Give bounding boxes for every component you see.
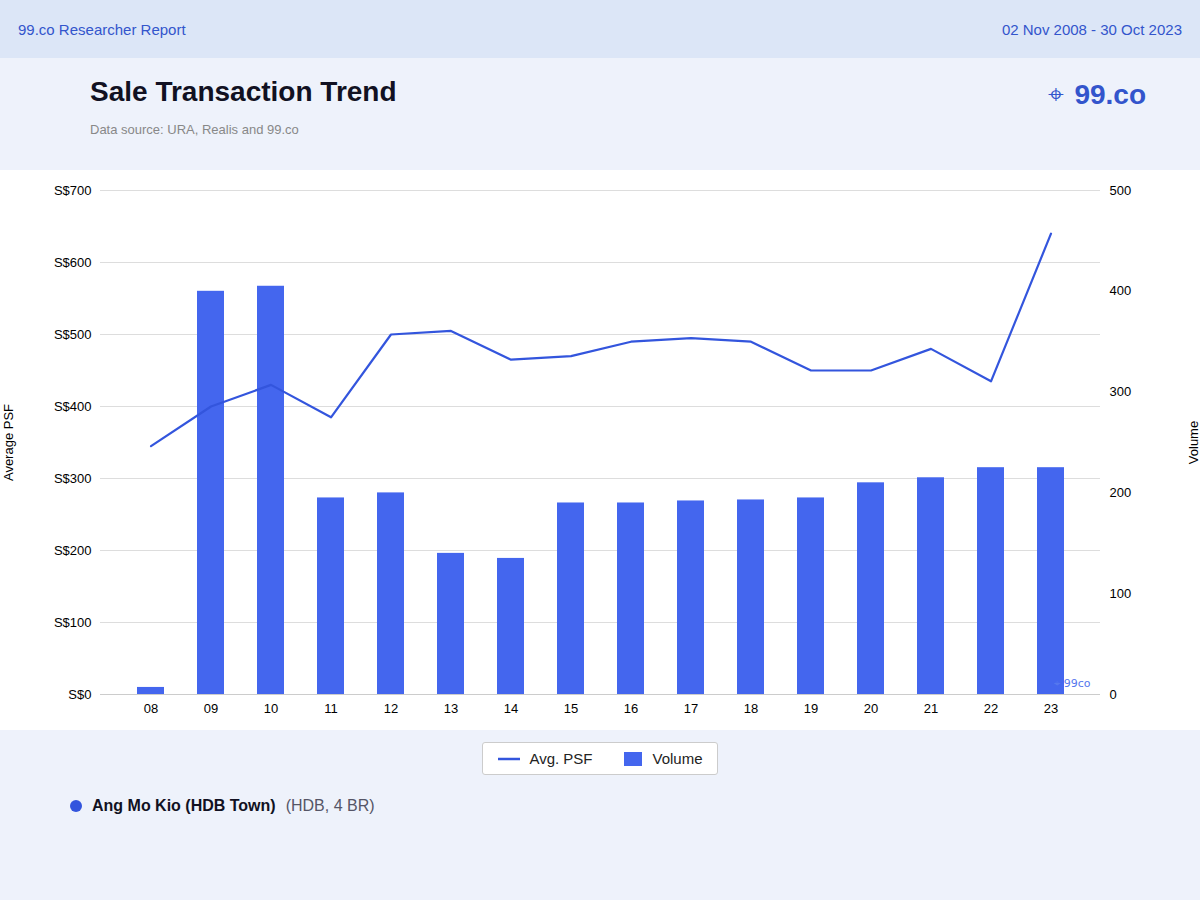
svg-text:Volume: Volume <box>1186 421 1200 464</box>
html-text:02 Nov 2008 - 30 Oct 2023: 02 Nov 2008 - 30 Oct 2023 <box>1001 20 1182 38</box>
svg-text:100: 100 <box>1110 586 1132 601</box>
html-text:Avg. PSF: Avg. PSF <box>529 750 593 767</box>
svg-text:14: 14 <box>504 701 518 716</box>
svg-text:S$0: S$0 <box>68 687 91 702</box>
svg-text:200: 200 <box>1110 485 1132 500</box>
svg-text:S$200: S$200 <box>54 543 92 558</box>
svg-text:S$500: S$500 <box>54 327 92 342</box>
svg-text:23: 23 <box>1044 701 1058 716</box>
svg-text:500: 500 <box>1110 183 1132 198</box>
svg-text:10: 10 <box>264 701 278 716</box>
html-text:99.co Researcher Report: 99.co Researcher Report <box>18 20 186 38</box>
svg-text:S$400: S$400 <box>54 399 92 414</box>
svg-text:16: 16 <box>624 701 638 716</box>
svg-text:20: 20 <box>864 701 878 716</box>
html-text:(HDB, 4 BR): (HDB, 4 BR) <box>285 797 375 814</box>
svg-text:S$700: S$700 <box>54 183 92 198</box>
svg-text:17: 17 <box>684 701 698 716</box>
svg-text:0: 0 <box>1110 687 1117 702</box>
html-text:Volume: Volume <box>652 750 703 767</box>
html-text:⌖ 99.co: ⌖ 99.co <box>1048 78 1146 111</box>
svg-text:13: 13 <box>444 701 458 716</box>
html-text:Ang Mo Kio (HDB Town): Ang Mo Kio (HDB Town) <box>92 797 276 814</box>
svg-text:15: 15 <box>564 701 578 716</box>
svg-text:08: 08 <box>144 701 158 716</box>
svg-text:S$600: S$600 <box>54 255 92 270</box>
svg-text:09: 09 <box>204 701 218 716</box>
svg-text:300: 300 <box>1110 384 1132 399</box>
svg-text:S$300: S$300 <box>54 471 92 486</box>
html-text:Sale Transaction Trend: Sale Transaction Trend <box>90 76 397 107</box>
svg-text:22: 22 <box>984 701 998 716</box>
svg-text:⌖ 99co: ⌖ 99co <box>1054 677 1091 690</box>
svg-text:21: 21 <box>924 701 938 716</box>
svg-text:Average PSF: Average PSF <box>1 404 16 481</box>
svg-text:11: 11 <box>324 701 338 716</box>
svg-text:12: 12 <box>384 701 398 716</box>
svg-text:18: 18 <box>744 701 758 716</box>
svg-text:400: 400 <box>1110 283 1132 298</box>
svg-text:S$100: S$100 <box>54 615 92 630</box>
svg-text:19: 19 <box>804 701 818 716</box>
html-text:Data source: URA, Realis and 9: Data source: URA, Realis and 99.co <box>90 122 299 137</box>
